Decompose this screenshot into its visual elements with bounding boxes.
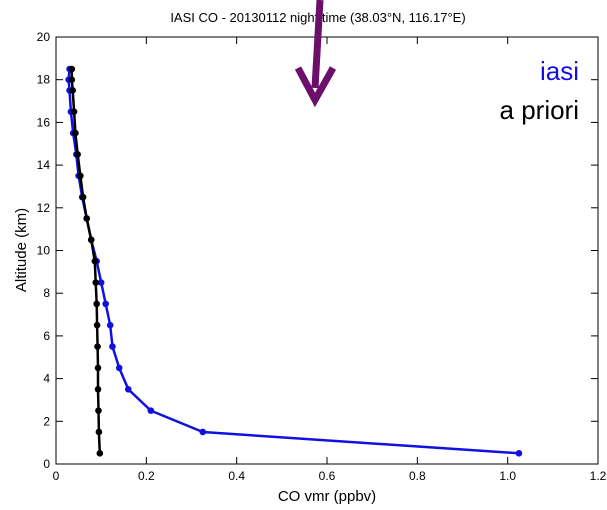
data-point-a-priori [95,428,103,436]
data-point-iasi [199,428,207,436]
x-tick-label: 1.2 [590,469,607,483]
data-point-a-priori [93,300,100,308]
y-tick-label: 10 [37,244,51,258]
x-axis: 0 0.2 0.4 0.6 0.8 1.0 1.2 [53,37,607,483]
data-point-iasi [147,407,155,414]
data-point-a-priori [70,108,78,116]
x-tick-label: 0 [53,469,60,483]
data-point-iasi [102,300,109,308]
y-axis: 0 2 4 6 8 10 12 14 16 18 20 [37,30,598,471]
y-tick-label: 0 [43,457,50,471]
data-point-a-priori [79,193,87,201]
x-axis-title: CO vmr (ppbv) [278,488,376,505]
data-point-a-priori [83,215,91,222]
data-point-a-priori [77,172,84,180]
data-point-a-priori [96,450,104,457]
x-tick-label: 1.0 [499,469,516,483]
annotation-arrow-icon [294,0,337,108]
x-tick-label: 0.4 [228,469,245,483]
data-point-iasi [106,321,114,329]
y-tick-label: 18 [37,73,51,87]
data-point-a-priori [92,279,100,286]
legend-entry-iasi: iasi [540,56,579,86]
x-tick-label: 0.2 [138,469,155,483]
data-point-a-priori [87,236,95,244]
series-layer [65,65,523,457]
legend-entry-a-priori: a priori [500,95,579,125]
data-point-iasi [97,279,105,286]
data-point-a-priori [68,65,76,73]
y-tick-label: 14 [37,158,51,172]
data-point-iasi [515,450,523,457]
data-point-a-priori [69,87,77,94]
data-point-a-priori [68,76,76,83]
legend: iasi a priori [500,56,579,125]
data-point-a-priori [74,151,81,158]
y-tick-label: 6 [43,329,50,343]
y-axis-title: Altitude (km) [13,208,30,292]
data-point-a-priori [94,343,101,350]
y-tick-label: 12 [37,201,51,215]
y-tick-label: 8 [43,286,50,300]
series-line-iasi [67,68,520,455]
data-point-a-priori [72,129,79,137]
data-point-a-priori [93,321,101,329]
data-point-a-priori [94,385,102,393]
data-point-iasi [109,343,116,350]
series-line-a-priori [70,69,102,454]
data-point-a-priori [94,364,102,372]
x-tick-label: 0.6 [319,469,336,483]
y-tick-label: 16 [37,115,51,129]
y-tick-label: 4 [43,372,50,386]
data-point-a-priori [91,257,99,265]
data-point-iasi [115,364,123,372]
data-point-iasi [124,385,132,393]
x-tick-label: 0.8 [409,469,426,483]
data-point-a-priori [95,407,102,414]
y-tick-label: 2 [43,414,50,428]
y-tick-label: 20 [37,30,51,44]
